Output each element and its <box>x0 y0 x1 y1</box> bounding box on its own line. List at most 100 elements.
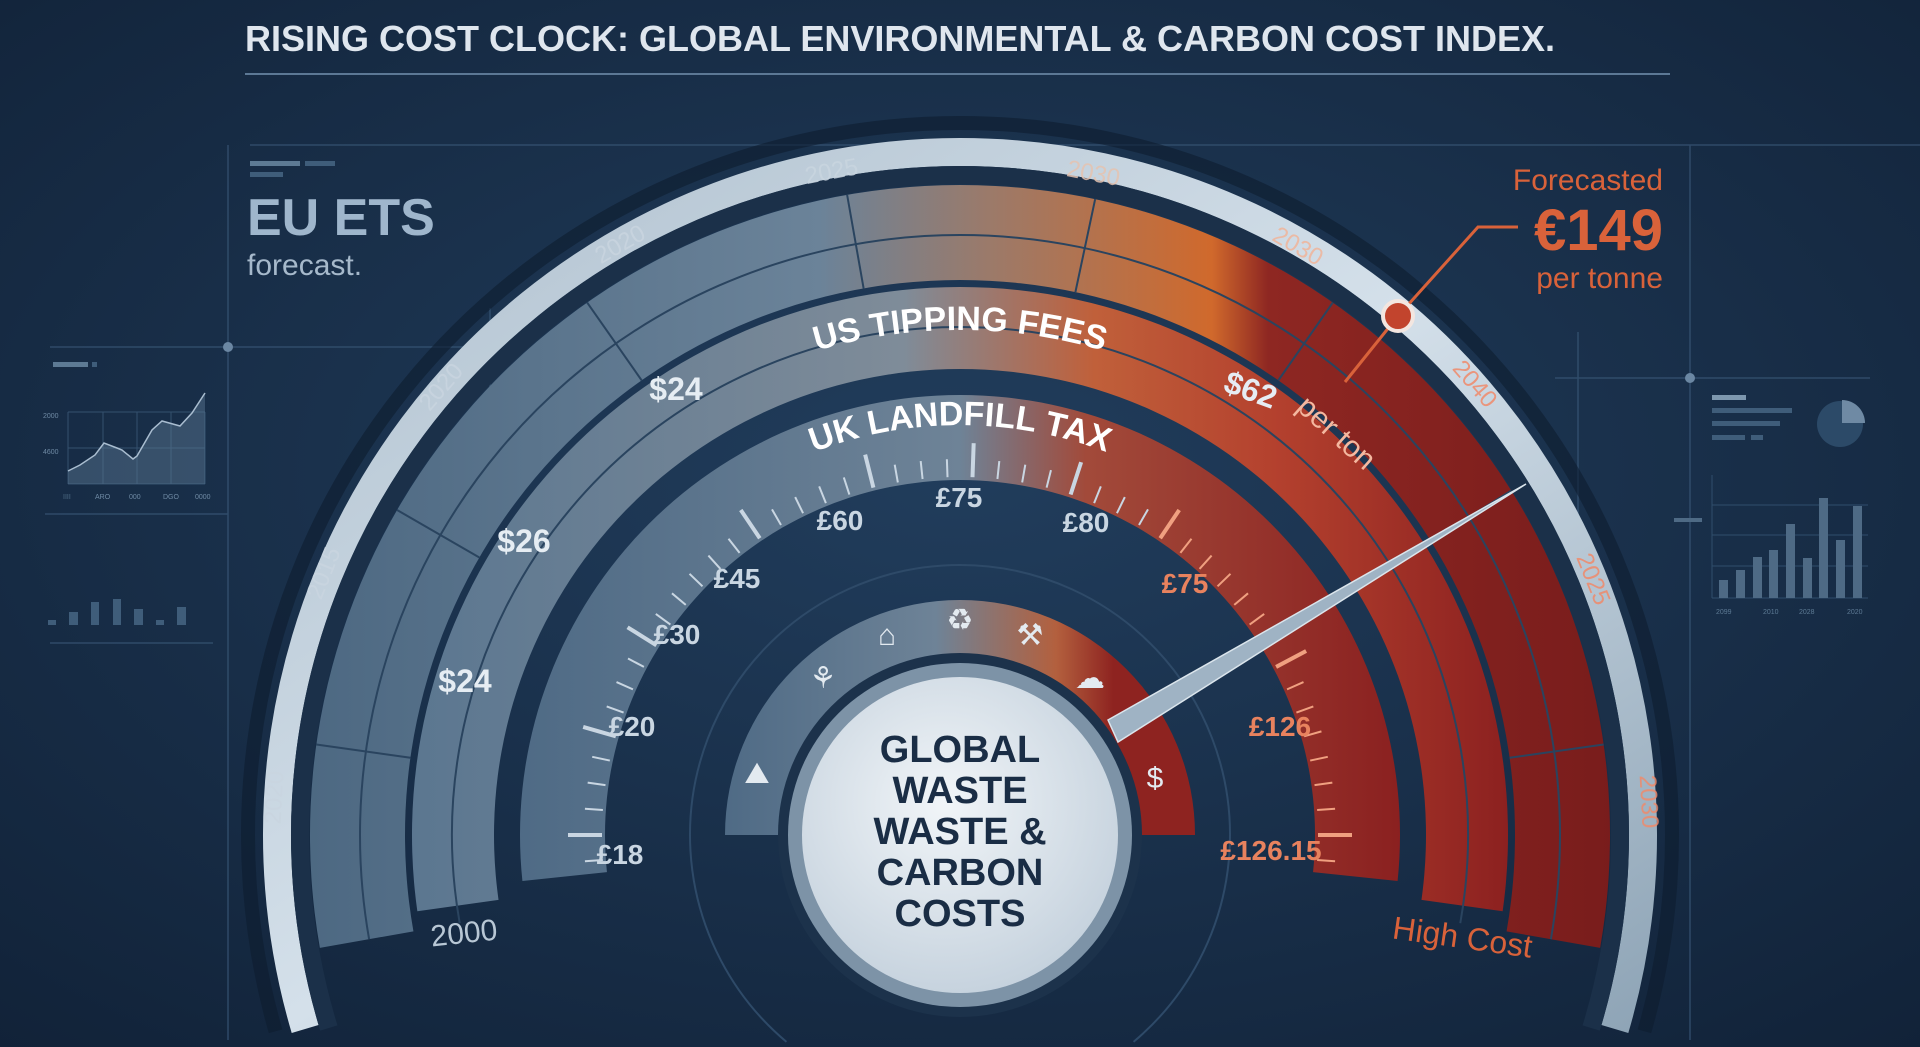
major-tick <box>739 508 762 540</box>
money-hands-icon: $ <box>1147 762 1164 795</box>
cost-icons: ⛰ ⚘ ⌂ ♻ ⚒ ☁ $ <box>744 604 1163 795</box>
minor-tick <box>1198 554 1213 570</box>
bar-chart-x-tick: 2010 <box>1763 609 1779 616</box>
uk-tax-label: £80 <box>1063 507 1110 538</box>
major-tick <box>970 443 976 478</box>
us-fee-label: $24 <box>438 663 492 699</box>
uk-tax-label: £75 <box>936 482 983 513</box>
us-fee-label: $26 <box>497 523 550 559</box>
band-divider-arc <box>451 326 1469 924</box>
minor-tick <box>818 486 827 504</box>
callout-marker <box>1381 299 1415 333</box>
minor-tick <box>1309 755 1328 762</box>
uk-tax-label: £20 <box>609 711 656 742</box>
minor-tick <box>1116 496 1126 514</box>
major-tick <box>1158 508 1181 540</box>
minor-tick <box>655 613 671 626</box>
minor-tick <box>1021 464 1027 483</box>
minor-tick <box>587 781 606 787</box>
minor-tick <box>1216 573 1232 588</box>
minor-tick <box>688 573 704 588</box>
minor-tick <box>1314 781 1333 787</box>
center-title-line: CARBON <box>877 852 1044 894</box>
year-label: 2020 <box>260 770 290 825</box>
minor-tick <box>1317 807 1336 812</box>
minor-tick <box>584 858 603 863</box>
bar-chart-x-tick: 2020 <box>1847 609 1863 616</box>
minor-tick <box>1249 613 1265 626</box>
eu-ets-panel: EU ETS forecast. <box>247 161 435 282</box>
callout-label: Forecasted <box>1513 164 1663 197</box>
background-area-chart: 4600 2000 IIII ARO 000 DGO 0000 <box>43 362 211 501</box>
background-grid <box>45 144 1920 1040</box>
center-title-line: WASTE <box>892 770 1027 812</box>
band-segment-divider <box>1277 301 1334 381</box>
grid-node <box>223 342 233 352</box>
area-chart-y-tick: 4600 <box>43 449 59 456</box>
minor-tick <box>842 477 851 495</box>
recycle-icon: ♻ <box>947 604 974 637</box>
icon-ring <box>725 600 1195 835</box>
minor-tick <box>1045 469 1052 488</box>
major-tick <box>582 725 617 739</box>
minor-tick <box>727 538 741 554</box>
minor-tick <box>1286 681 1304 691</box>
minor-tick <box>1233 592 1249 606</box>
background-bar-chart: 2099 2010 2028 2020 <box>1674 395 1868 616</box>
band-segment-divider <box>396 509 480 559</box>
plant-icon: ⚘ <box>810 662 837 695</box>
landfill-icon: ⛰ <box>744 757 769 790</box>
panel-deco-bar <box>250 161 300 166</box>
minor-tick <box>1093 486 1102 504</box>
page-title: RISING COST CLOCK: GLOBAL ENVIRONMENTAL … <box>245 18 1555 59</box>
center-title: GLOBAL WASTE WASTE & CARBON COSTS <box>873 729 1046 935</box>
factory-icon: ⌂ <box>878 619 896 652</box>
callout-leader-line <box>1343 225 1518 383</box>
band-segment-divider <box>1074 198 1097 293</box>
gauge-outer-rim <box>263 138 1657 1033</box>
center-disk <box>802 677 1118 993</box>
minor-tick <box>893 464 899 483</box>
minor-tick <box>584 807 603 812</box>
cost-gauge: 2020 2015 2020 2020 2025 2030 2030 2040 … <box>241 116 1680 1043</box>
background-mini-bars <box>48 599 186 625</box>
minor-tick <box>1138 508 1149 526</box>
minor-tick <box>1317 858 1336 863</box>
major-tick <box>626 625 658 647</box>
panel-deco-bar <box>250 172 283 177</box>
us-tipping-fees-band <box>412 286 1508 912</box>
uk-tax-label: £45 <box>714 563 761 594</box>
industry-icon: ⚒ <box>1017 619 1044 652</box>
minor-tick <box>671 592 687 606</box>
uk-tax-label: £18 <box>597 839 644 870</box>
uk-tax-label: £75 <box>1162 568 1209 599</box>
bar-chart-x-tick: 2028 <box>1799 609 1815 616</box>
forecast-callout: Forecasted €149 per tonne <box>1343 164 1663 383</box>
area-chart-x-tick: DGO <box>163 494 180 501</box>
us-fee-label: $24 <box>649 371 703 407</box>
minor-tick <box>1296 705 1314 714</box>
bar-chart-x-tick: 2099 <box>1716 609 1732 616</box>
area-chart-x-tick: IIII <box>63 494 71 501</box>
uk-tax-label: £126.15 <box>1220 835 1321 866</box>
area-chart-x-tick: ARO <box>95 494 111 501</box>
minor-tick <box>1179 538 1193 554</box>
band-segment-divider <box>586 301 643 381</box>
year-label: 2030 <box>1634 774 1664 829</box>
minor-tick <box>996 460 1001 480</box>
uk-tax-label: £60 <box>817 505 864 536</box>
gauge-shadow <box>241 116 1680 1034</box>
grid-node <box>1685 373 1695 383</box>
minor-tick <box>794 496 804 514</box>
center-title-line: GLOBAL <box>880 729 1040 771</box>
eu-ets-band <box>309 184 1611 948</box>
callout-value: €149 <box>1534 198 1663 263</box>
area-chart-x-tick: 000 <box>129 494 141 501</box>
minor-tick <box>616 681 634 691</box>
inner-guide-ring <box>689 564 1231 1043</box>
area-chart-x-tick: 0000 <box>195 494 211 501</box>
band-dividers <box>316 194 1604 940</box>
minor-tick <box>627 657 645 668</box>
major-tick <box>1275 649 1308 669</box>
